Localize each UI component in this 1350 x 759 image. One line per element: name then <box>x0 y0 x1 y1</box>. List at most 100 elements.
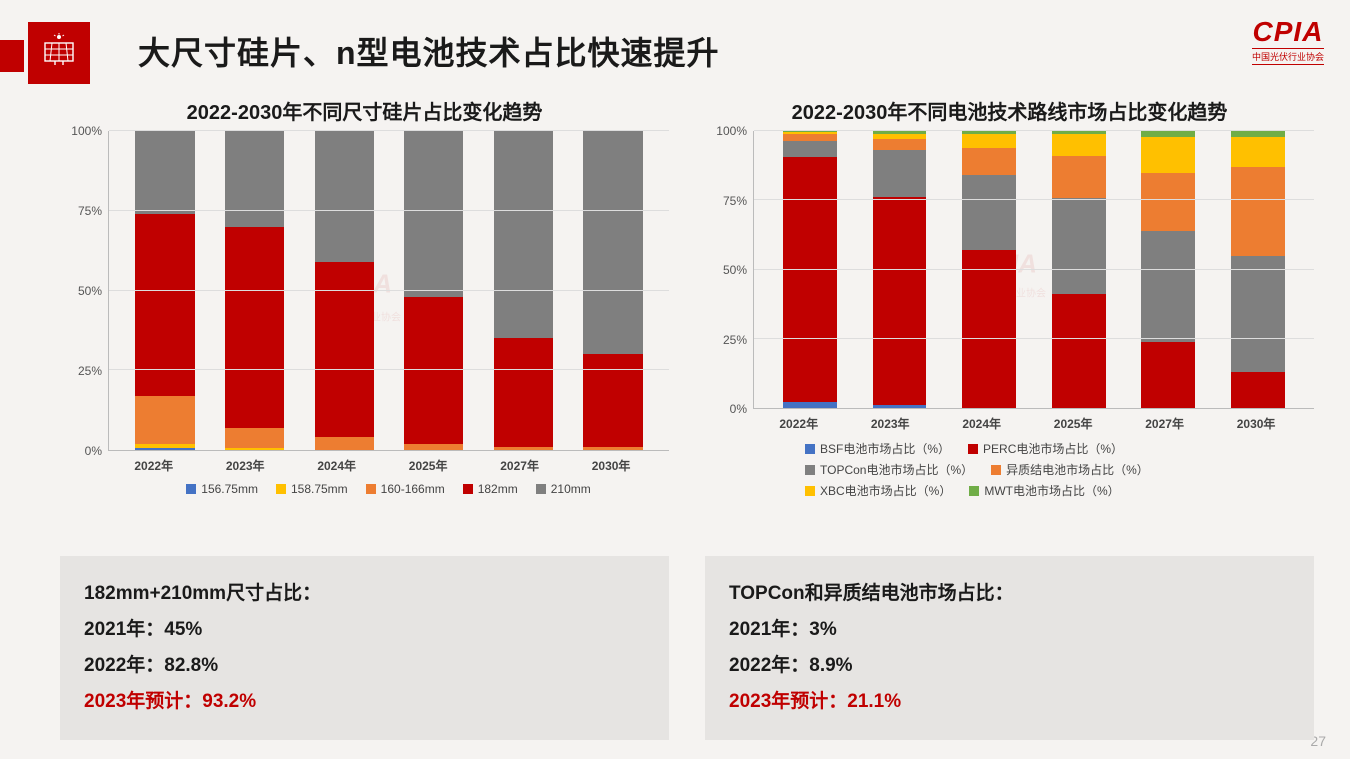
legend-swatch <box>805 444 815 454</box>
x-tick-label: 2024年 <box>291 457 382 474</box>
bar-segment <box>404 131 463 297</box>
grid-line <box>754 269 1314 270</box>
bar-segment <box>494 338 553 446</box>
bar-segment <box>783 141 837 158</box>
legend-label: 158.75mm <box>291 482 348 496</box>
fn-right-line2: 2022年：8.9% <box>729 648 1290 684</box>
chart-left-xlabels: 2022年2023年2024年2025年2027年2030年 <box>60 457 669 474</box>
bar-segment <box>135 448 194 450</box>
legend-swatch <box>805 486 815 496</box>
legend-item: 160-166mm <box>366 482 445 496</box>
bar-segment <box>1052 134 1106 156</box>
y-tick-label: 25% <box>78 364 102 378</box>
bar-column <box>404 131 463 450</box>
bar-segment <box>135 396 194 444</box>
y-tick-label: 25% <box>723 333 747 347</box>
legend-swatch <box>805 465 815 475</box>
chart-left-title: 2022-2030年不同尺寸硅片占比变化趋势 <box>60 96 669 125</box>
x-tick-label: 2027年 <box>1119 415 1210 432</box>
bar-segment <box>315 131 374 262</box>
chart-left-box: 0%25%50%75%100% CPIA 中国光伏行业协会 <box>60 131 669 451</box>
bar-segment <box>783 157 837 402</box>
legend-swatch <box>186 484 196 494</box>
bar-segment <box>873 405 927 408</box>
legend-item: PERC电池市场占比（%） <box>968 440 1123 457</box>
legend-swatch <box>536 484 546 494</box>
legend-item: XBC电池市场占比（%） <box>805 482 951 499</box>
bar-segment <box>1231 167 1285 256</box>
bar-column <box>1231 131 1285 408</box>
bar-segment <box>494 131 553 338</box>
bar-segment <box>1141 342 1195 408</box>
bar-column <box>494 131 553 450</box>
legend-label: MWT电池市场占比（%） <box>984 482 1119 499</box>
bar-segment <box>1231 137 1285 167</box>
chart-right-yaxis: 0%25%50%75%100% <box>705 131 753 409</box>
footnotes-row: 182mm+210mm尺寸占比： 2021年：45% 2022年：82.8% 2… <box>60 556 1314 740</box>
y-tick-label: 0% <box>85 444 102 458</box>
chart-left-plot: CPIA 中国光伏行业协会 <box>108 131 669 451</box>
grid-line <box>754 338 1314 339</box>
grid-line <box>109 130 669 131</box>
bar-segment <box>583 447 642 450</box>
legend-item: MWT电池市场占比（%） <box>969 482 1119 499</box>
footnote-cell: TOPCon和异质结电池市场占比： 2021年：3% 2022年：8.9% 20… <box>705 556 1314 740</box>
y-tick-label: 100% <box>71 124 102 138</box>
chart-wafer-size: 2022-2030年不同尺寸硅片占比变化趋势 0%25%50%75%100% C… <box>60 96 669 499</box>
chart-cell-tech: 2022-2030年不同电池技术路线市场占比变化趋势 0%25%50%75%10… <box>705 96 1314 499</box>
chart-right-legend: BSF电池市场占比（%）PERC电池市场占比（%）TOPCon电池市场占比（%）… <box>705 440 1265 499</box>
bar-segment <box>783 134 837 141</box>
y-tick-label: 75% <box>723 194 747 208</box>
bar-column <box>315 131 374 450</box>
y-tick-label: 0% <box>730 402 747 416</box>
x-tick-label: 2025年 <box>1027 415 1118 432</box>
bar-column <box>1052 131 1106 408</box>
legend-swatch <box>991 465 1001 475</box>
x-tick-label: 2030年 <box>1210 415 1301 432</box>
legend-label: 异质结电池市场占比（%） <box>1006 461 1149 478</box>
bar-segment <box>1052 294 1106 408</box>
bar-column <box>583 131 642 450</box>
x-tick-label: 2022年 <box>108 457 199 474</box>
bar-column <box>1141 131 1195 408</box>
bar-segment <box>404 444 463 450</box>
charts-row: 2022-2030年不同尺寸硅片占比变化趋势 0%25%50%75%100% C… <box>60 96 1314 499</box>
legend-item: TOPCon电池市场占比（%） <box>805 461 973 478</box>
legend-item: 210mm <box>536 482 591 496</box>
cpia-logo: CPIA 中国光伏行业协会 <box>1252 16 1324 65</box>
bar-segment <box>962 134 1016 148</box>
legend-label: XBC电池市场占比（%） <box>820 482 951 499</box>
bar-segment <box>873 197 927 405</box>
legend-swatch <box>366 484 376 494</box>
grid-line <box>754 199 1314 200</box>
accent-bar <box>0 40 24 72</box>
legend-label: TOPCon电池市场占比（%） <box>820 461 973 478</box>
bar-segment <box>315 437 374 450</box>
legend-label: PERC电池市场占比（%） <box>983 440 1123 457</box>
chart-right-bars <box>754 131 1314 408</box>
bar-column <box>873 131 927 408</box>
legend-item: 182mm <box>463 482 518 496</box>
legend-swatch <box>463 484 473 494</box>
legend-swatch <box>276 484 286 494</box>
x-tick-label: 2030年 <box>565 457 656 474</box>
fn-left-line1: 2021年：45% <box>84 612 645 648</box>
bar-segment <box>225 428 284 449</box>
chart-right-plot: CPIA 中国光伏行业协会 <box>753 131 1314 409</box>
y-tick-label: 75% <box>78 204 102 218</box>
slide-title: 大尺寸硅片、n型电池技术占比快速提升 <box>138 28 720 74</box>
fn-left-heading: 182mm+210mm尺寸占比： <box>84 576 645 612</box>
x-tick-label: 2023年 <box>199 457 290 474</box>
solar-panel-icon <box>28 22 90 84</box>
bar-segment <box>583 131 642 354</box>
x-tick-label: 2024年 <box>936 415 1027 432</box>
legend-item: 156.75mm <box>186 482 258 496</box>
chart-left-legend: 156.75mm 158.75mm 160-166mm 182mm 210mm <box>60 482 669 496</box>
chart-right-box: 0%25%50%75%100% CPIA 中国光伏行业协会 <box>705 131 1314 409</box>
bar-segment <box>583 354 642 447</box>
chart-right-xlabels: 2022年2023年2024年2025年2027年2030年 <box>705 415 1314 432</box>
bar-segment <box>135 131 194 214</box>
fn-right-heading: TOPCon和异质结电池市场占比： <box>729 576 1290 612</box>
x-tick-label: 2025年 <box>382 457 473 474</box>
legend-label: 160-166mm <box>381 482 445 496</box>
